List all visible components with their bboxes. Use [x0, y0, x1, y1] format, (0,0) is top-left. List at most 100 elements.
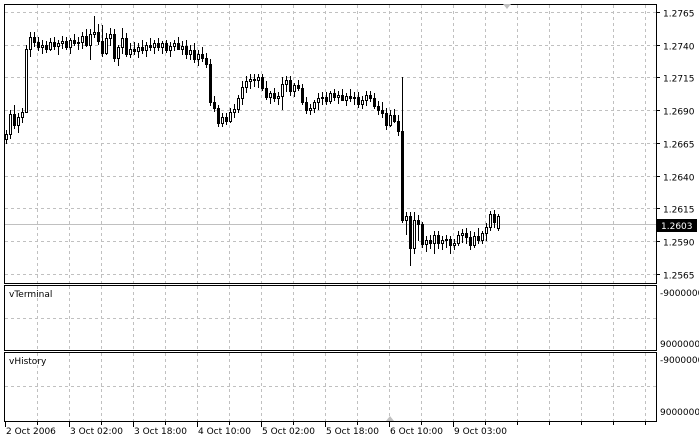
candle [173, 40, 176, 51]
candle [93, 16, 96, 38]
candle [481, 231, 484, 244]
candle-body-bull [89, 34, 92, 46]
candle-body-bull [441, 240, 444, 244]
candle [77, 37, 80, 50]
candle [261, 74, 264, 91]
candle-body-bull [405, 216, 408, 221]
time-tick-label: 6 Oct 10:00 [390, 427, 443, 437]
candle [473, 232, 476, 248]
candle [273, 88, 276, 102]
candle [41, 40, 44, 54]
candle-body-bear [297, 85, 300, 89]
candle [373, 93, 376, 109]
candle [433, 231, 436, 254]
candle [337, 91, 340, 104]
candle-body-bear [97, 32, 100, 42]
candle-body-bull [345, 96, 348, 101]
candle [393, 109, 396, 123]
candle-body-bear [217, 108, 220, 124]
candle-body-bull [389, 115, 392, 126]
candle-body-bear [401, 131, 404, 221]
candle-body-bull [49, 42, 52, 50]
candle [53, 37, 56, 50]
price-tick-label: 1.2715 [663, 75, 695, 85]
candle [409, 212, 412, 266]
candle [457, 231, 460, 246]
candle [193, 43, 196, 63]
candle [221, 113, 224, 127]
candle [37, 37, 40, 51]
candle [449, 236, 452, 254]
candle [101, 25, 104, 57]
time-tick-label: 3 Oct 18:00 [134, 427, 187, 437]
candle [45, 41, 48, 53]
candle-body-bull [425, 240, 428, 245]
price-tick-label: 1.2665 [663, 141, 695, 151]
candle [441, 236, 444, 250]
candle-body-bull [221, 117, 224, 124]
candle-body-bear [305, 102, 308, 111]
candle-body-bear [205, 58, 208, 65]
current-price-label: 1.2603 [661, 222, 693, 232]
candle [177, 37, 180, 50]
candle [157, 38, 160, 51]
candle [341, 89, 344, 101]
candle [17, 113, 20, 133]
candle [465, 228, 468, 244]
price-axis: 1.2765 1.2740 1.2715 1.2690 1.2665 1.2640 1.26… [656, 10, 695, 282]
candle [97, 24, 100, 45]
candle-body-bull [233, 109, 236, 113]
candle [329, 91, 332, 104]
candle-body-bull [473, 236, 476, 246]
candle [385, 108, 388, 130]
candle-body-bear [341, 95, 344, 101]
candle [325, 92, 328, 105]
candle [305, 97, 308, 114]
candle-body-bull [121, 38, 124, 48]
candle [269, 91, 272, 104]
candle [321, 92, 324, 105]
candle [437, 231, 440, 249]
time-tick-label: 3 Oct 02:00 [70, 427, 123, 437]
candle-body-bear [253, 79, 256, 81]
candle-body-bull [117, 47, 120, 59]
candle-body-bear [201, 54, 204, 59]
candle-body-bull [329, 93, 332, 102]
candle-body-bull [81, 36, 84, 43]
candle [149, 38, 152, 51]
candle [317, 93, 320, 110]
candle-body-bear [157, 43, 160, 48]
candle [9, 110, 12, 139]
candle [493, 210, 496, 228]
candle-body-bear [73, 40, 76, 44]
candle [333, 89, 336, 101]
period-separator-marker-icon[interactable] [386, 416, 394, 421]
candle-body-bear [301, 88, 304, 103]
price-tick-label: 1.2565 [663, 272, 695, 282]
candle-body-bull [433, 235, 436, 244]
candle [201, 47, 204, 62]
shift-marker-icon[interactable] [503, 4, 511, 9]
candle [29, 32, 32, 57]
candle [109, 28, 112, 46]
candle [389, 110, 392, 127]
candle [165, 40, 168, 53]
candle-body-bull [173, 43, 176, 47]
candle-body-bull [361, 100, 364, 105]
candle-body-bear [125, 38, 128, 55]
candles [5, 16, 500, 266]
candle-body-bear [225, 117, 228, 122]
candle-body-bear [349, 96, 352, 99]
candle-body-bull [309, 108, 312, 111]
candle [21, 108, 24, 123]
candle-body-bull [497, 216, 500, 229]
vhistory-axis-bottom: 9000000 [660, 408, 699, 418]
candle [277, 92, 280, 105]
candle [121, 28, 124, 54]
candle-body-bear [421, 224, 424, 245]
candle-body-bear [177, 43, 180, 50]
candle [225, 113, 228, 125]
candle-body-bull [249, 79, 252, 82]
